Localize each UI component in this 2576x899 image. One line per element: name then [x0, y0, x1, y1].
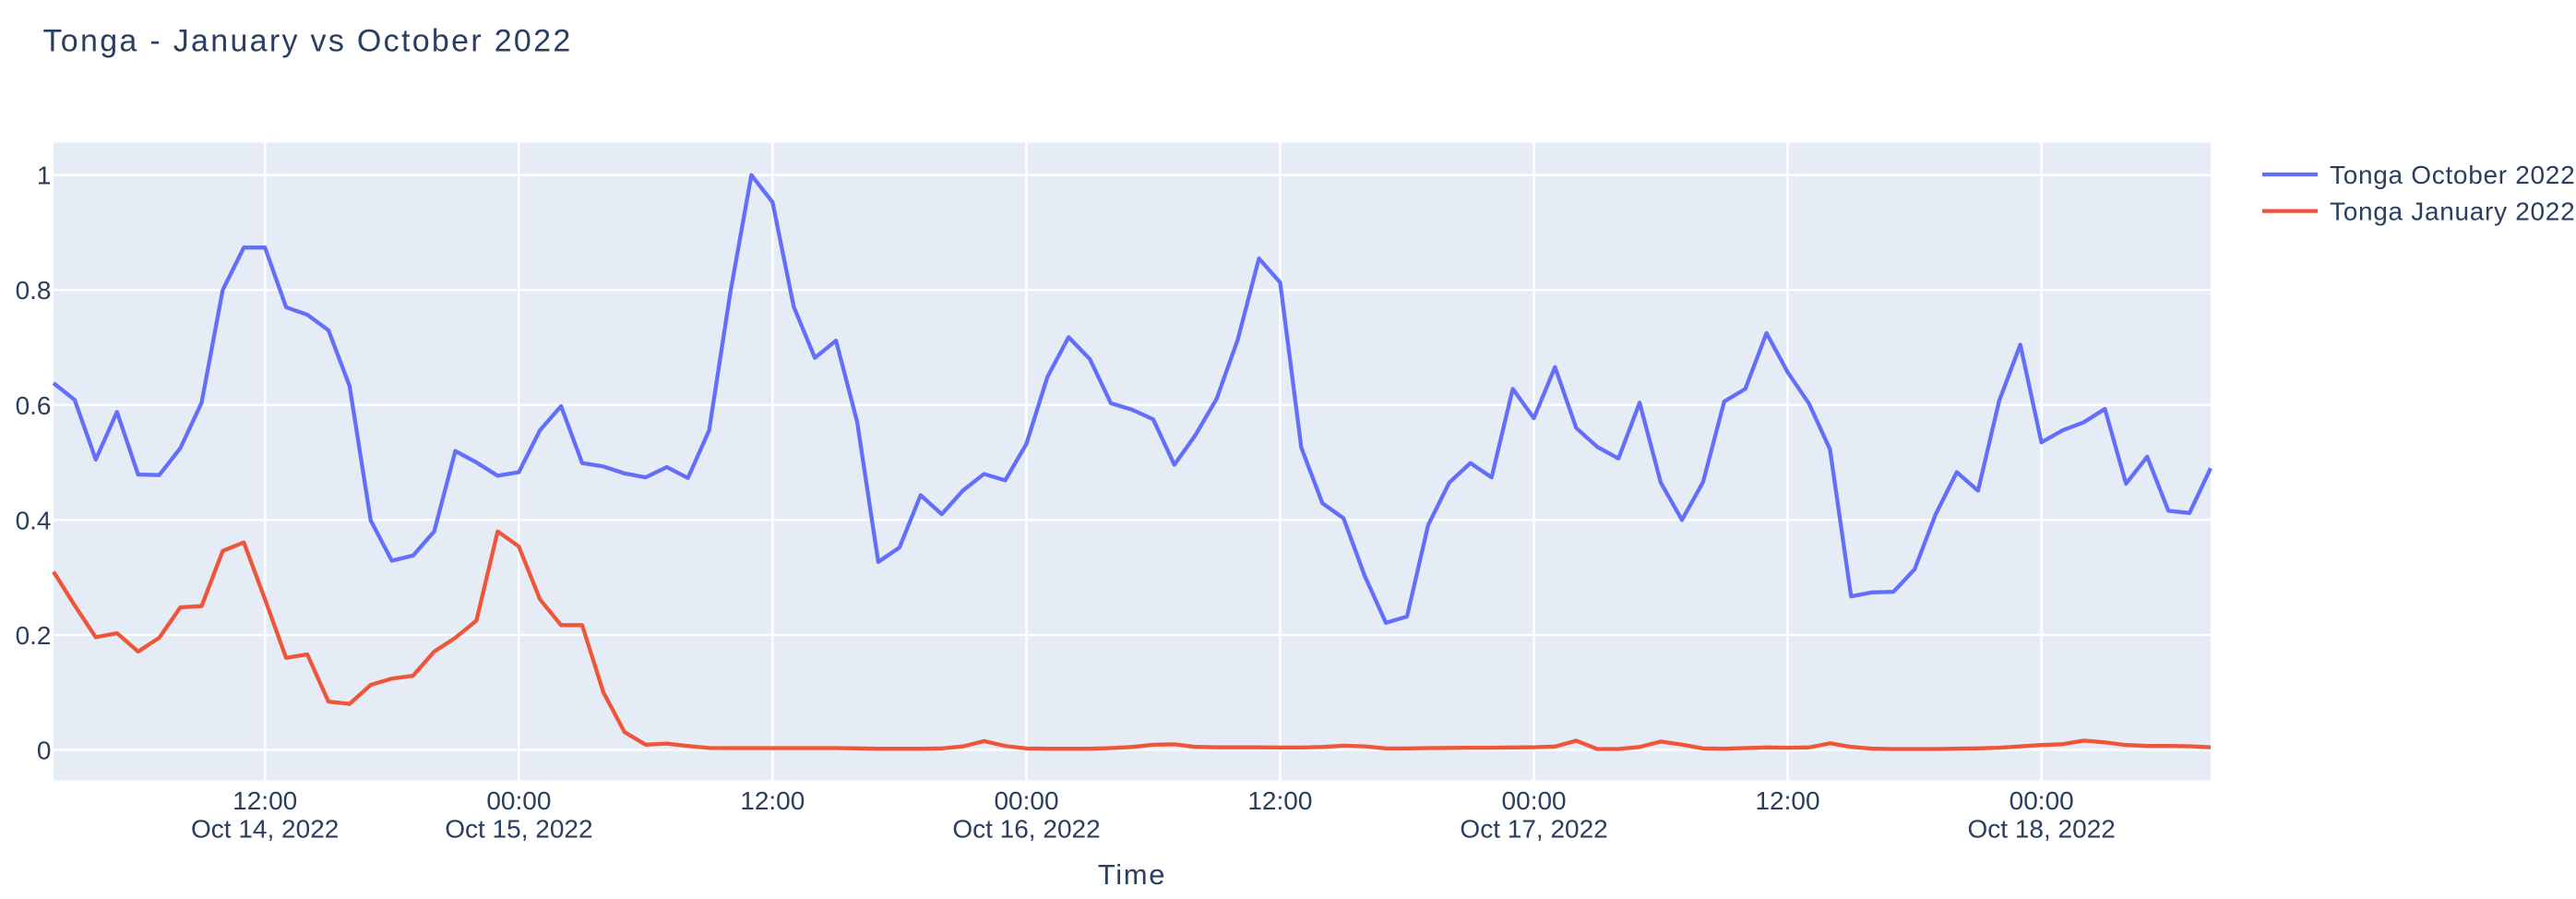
svg-text:0.8: 0.8	[16, 276, 52, 305]
svg-text:Oct 15, 2022: Oct 15, 2022	[445, 815, 592, 844]
svg-text:12:00: 12:00	[740, 786, 805, 815]
svg-text:0.2: 0.2	[16, 621, 52, 650]
svg-text:0: 0	[37, 736, 52, 764]
svg-text:00:00: 00:00	[1502, 786, 1567, 815]
svg-text:Oct 16, 2022: Oct 16, 2022	[952, 815, 1100, 844]
svg-text:Oct 17, 2022: Oct 17, 2022	[1460, 815, 1607, 844]
svg-text:Oct 18, 2022: Oct 18, 2022	[1968, 815, 2116, 844]
svg-text:Oct 14, 2022: Oct 14, 2022	[191, 815, 339, 844]
svg-text:1: 1	[37, 162, 52, 190]
svg-text:12:00: 12:00	[1247, 786, 1312, 815]
svg-text:12:00: 12:00	[233, 786, 297, 815]
svg-text:Tonga - January vs October 202: Tonga - January vs October 2022	[43, 24, 573, 59]
svg-text:00:00: 00:00	[486, 786, 551, 815]
svg-text:0.4: 0.4	[16, 506, 52, 534]
svg-text:0.6: 0.6	[16, 391, 52, 420]
svg-text:Tonga January 2022: Tonga January 2022	[2330, 198, 2575, 226]
svg-text:12:00: 12:00	[1755, 786, 1819, 815]
svg-text:00:00: 00:00	[2010, 786, 2074, 815]
svg-text:00:00: 00:00	[994, 786, 1058, 815]
svg-text:Tonga October 2022: Tonga October 2022	[2330, 161, 2575, 189]
svg-text:Time: Time	[1098, 858, 1166, 891]
